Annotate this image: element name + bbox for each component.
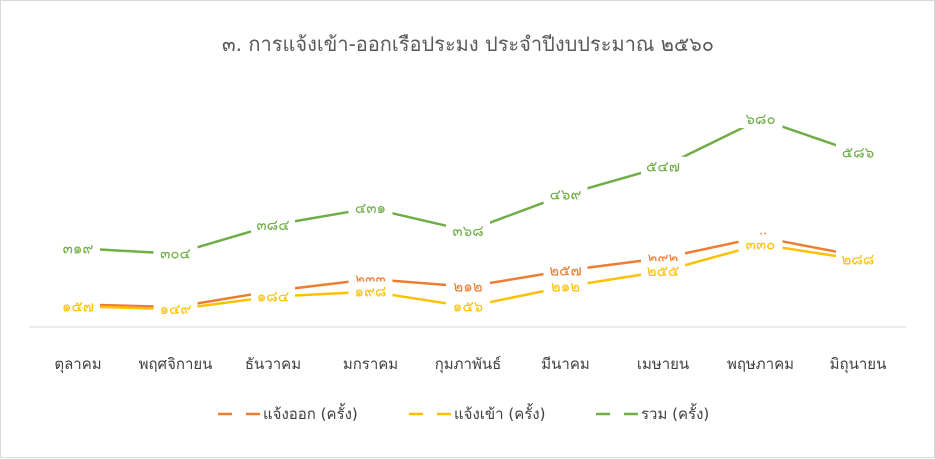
data-label-background bbox=[641, 156, 685, 176]
data-label-background bbox=[348, 198, 393, 218]
data-label-background bbox=[153, 299, 198, 319]
data-label: ๖๘๐ bbox=[745, 110, 775, 128]
x-tick-label: ธันวาคม bbox=[245, 355, 301, 373]
data-label-background bbox=[153, 243, 198, 263]
data-label: ๕๔๗ bbox=[646, 158, 680, 176]
data-label: ๑๕๖ bbox=[453, 298, 483, 316]
data-label: ๓๖๘ bbox=[452, 222, 483, 240]
data-label: ๒๑๒ bbox=[453, 278, 482, 296]
x-tick-label: พฤศจิกายน bbox=[139, 355, 213, 373]
data-label: ๓๓๐ bbox=[746, 235, 776, 253]
legend: แจ้งออก (ครั้ง) แจ้งเข้า (ครั้ง) รวม (ครั้… bbox=[218, 403, 709, 423]
data-label-background bbox=[836, 249, 880, 269]
data-label: ๓๘๔ bbox=[256, 216, 289, 234]
x-tick-label: มิถุนายน bbox=[830, 355, 887, 374]
legend-entry: แจ้งออก (ครั้ง) bbox=[263, 403, 358, 423]
x-axis-tick-labels: ตุลาคม พฤศจิกายน ธันวาคม มกราคม กุมภาพันธ์ มี… bbox=[54, 355, 886, 374]
data-label: ๑๙๘ bbox=[354, 283, 386, 301]
data-label: ๑๔๙ bbox=[160, 300, 192, 318]
data-label-background bbox=[251, 215, 295, 234]
data-label: ๓๑๙ bbox=[63, 239, 94, 257]
data-label-background bbox=[738, 109, 783, 129]
data-label: ๑๘๔ bbox=[257, 288, 289, 306]
data-label: ๔๓๑ bbox=[355, 199, 386, 217]
data-label-background bbox=[543, 184, 588, 204]
x-tick-label: ตุลาคม bbox=[54, 355, 101, 374]
x-tick-label: มกราคม bbox=[343, 355, 398, 373]
data-label: ๔๖๙ bbox=[550, 186, 582, 204]
data-label: ๓๐๔ bbox=[160, 245, 191, 263]
data-label-background bbox=[446, 296, 490, 316]
legend-entry: รวม (ครั้ง) bbox=[641, 403, 709, 423]
x-tick-label: พฤษภาคม bbox=[727, 355, 794, 373]
data-label-background bbox=[543, 260, 588, 280]
data-label-background bbox=[446, 220, 490, 240]
data-label: ๒๘๘ bbox=[841, 250, 874, 268]
data-label: ๒๑๒ bbox=[551, 278, 580, 296]
data-label: ๑๕๗ bbox=[62, 297, 94, 315]
x-tick-label: เมษายน bbox=[637, 355, 689, 373]
data-label-background bbox=[251, 286, 295, 306]
legend-entry: แจ้งเข้า (ครั้ง) bbox=[454, 403, 545, 423]
data-label-background bbox=[836, 142, 880, 162]
x-tick-label: กุมภาพันธ์ bbox=[435, 355, 502, 374]
data-label-background bbox=[348, 281, 393, 301]
data-label-background bbox=[738, 234, 783, 254]
x-tick-label: มีนาคม bbox=[541, 355, 590, 373]
data-label: ๒๕๗ bbox=[549, 262, 582, 280]
data-labels: ๑๖๒๑๕๕๒๐๐๒๓๓๒๑๒๒๕๗๒๙๒๓๕๐๒๙๘๑๕๗๑๔๙๑๘๔๑๙๘๑… bbox=[56, 109, 880, 319]
data-label: ๒๕๕ bbox=[647, 262, 680, 280]
data-label-background bbox=[56, 238, 100, 258]
data-label-background bbox=[543, 276, 588, 296]
chart-title: ๓. การแจ้งเข้า-ออกเรือประมง ประจำปีงบประ… bbox=[222, 32, 714, 56]
data-label-background bbox=[446, 276, 490, 296]
data-label-background bbox=[641, 261, 685, 281]
data-label: ๕๘๖ bbox=[842, 144, 874, 162]
data-label-background bbox=[56, 296, 100, 316]
